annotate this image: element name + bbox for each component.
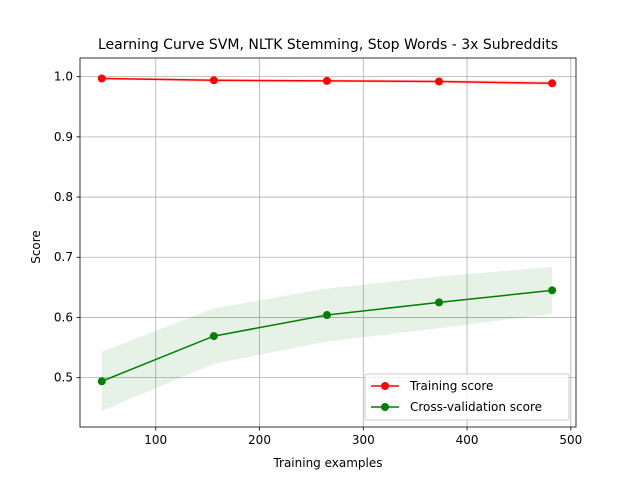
y-tick-label: 1.0	[54, 70, 73, 84]
series-1-point	[209, 332, 218, 341]
series-1-point	[322, 311, 331, 320]
x-axis-label: Training examples	[272, 456, 382, 470]
y-axis-label: Score	[29, 230, 43, 264]
x-tick-label: 500	[559, 433, 582, 447]
series-1-point	[548, 286, 557, 295]
legend: Training score Cross-validation score	[364, 373, 570, 421]
y-tick-label: 0.9	[54, 130, 73, 144]
legend-swatch-marker	[381, 382, 389, 390]
legend-entry-label: Cross-validation score	[410, 400, 542, 414]
series-0-point	[209, 76, 218, 85]
y-tick-label: 0.7	[54, 250, 73, 264]
y-tick-label: 0.8	[54, 190, 73, 204]
series-0-point	[548, 79, 557, 88]
series-0-point	[322, 76, 331, 85]
legend-box	[364, 373, 570, 421]
series-0-point	[435, 77, 444, 86]
x-tick-label: 200	[248, 433, 271, 447]
y-tick-label: 0.6	[54, 310, 73, 324]
legend-swatch-marker	[381, 403, 389, 411]
legend-entry-label: Training score	[409, 379, 493, 393]
y-tick-label: 0.5	[54, 371, 73, 385]
x-tick-label: 100	[144, 433, 167, 447]
axes-frame	[79, 57, 577, 428]
chart-title: Learning Curve SVM, NLTK Stemming, Stop …	[98, 37, 558, 53]
series-1-point	[97, 377, 106, 386]
plot-area: 100 200 300 400 500 0.5 0.6 0.7 0.8 0.9 1.0	[54, 57, 582, 447]
x-tick-label: 300	[352, 433, 375, 447]
x-tick-label: 400	[456, 433, 479, 447]
series-0-point	[97, 74, 106, 83]
series-1-point	[435, 298, 444, 307]
plot-background	[80, 58, 576, 427]
